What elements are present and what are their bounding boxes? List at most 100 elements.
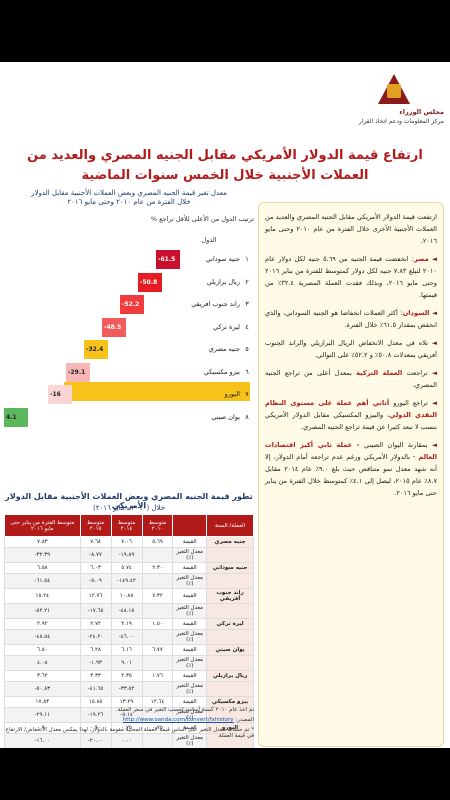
chart-bar-label-2: -50.8 [140, 278, 158, 286]
table-metric-cell: القيمة [172, 562, 208, 574]
chart-rank-number: ٢ [245, 277, 249, 286]
table-value-cell [141, 603, 174, 619]
table-metric-cell: معدل التغير (٪) [172, 547, 208, 563]
chart-bar-label-5: -32.4 [86, 346, 104, 353]
table-country-cell: راند جنوب أفريقي [206, 588, 254, 604]
table-metric-cell: القيمة [172, 588, 208, 604]
table-value-cell: ٤٨.١٥- [110, 603, 143, 619]
table-row: يوان صيني القيمة ٦.٧٧ ٦.١٦ ٦.٢٨ ٦.٥٠ [4, 644, 254, 656]
currency-table: العملة/ السنة متوسط ٢٠١٠ متوسط ٢٠١٤ متوسط ٢… [4, 514, 254, 748]
chart-category-label: جنيه مصري [208, 345, 240, 353]
table-value-cell: ٥.٧٤ [110, 562, 143, 574]
table-country-cell [206, 547, 254, 563]
table-value-cell: ٢.٣٥ [110, 670, 143, 682]
chart-title: معدل تغير قيمة الجنيه المصري وبعض العملا… [31, 189, 227, 197]
chart-country-header: الدول [201, 236, 217, 244]
title-line-1: ارتفاع قيمة الدولار الأمريكي مقابل الجني… [27, 148, 423, 163]
table-value-cell: ١٢.٧٦ [79, 588, 112, 604]
table-value-cell: ٦١.٥٤- [4, 573, 81, 589]
chart-bar-7: -16 [48, 385, 72, 404]
table-value-cell: ١٧.٨٣ [4, 696, 81, 708]
table-value-cell [141, 573, 174, 589]
table-row: معدل التغير (٪) ٤٦.٠٠- ٢٤.٢٠- ٤٨.٥٤- [4, 629, 254, 645]
table-value-cell: ١٦.٠٠- [4, 733, 81, 748]
chart-category-label: جنيه سوداني [205, 255, 240, 263]
table-country-cell: جنيه مصري [206, 536, 254, 548]
table-metric-cell: معدل التغير (٪) [172, 603, 208, 619]
table-value-cell: ٢.٩٢ [4, 618, 81, 630]
table-country-cell [206, 603, 254, 619]
table-row: معدل التغير (٪) ١٩.٨٩- ٨.٧٧- ٣٢.٣٩- [4, 547, 254, 563]
table-country-cell: بيزو مكسيكي [206, 696, 254, 708]
table-metric-cell: معدل التغير (٪) [172, 573, 208, 589]
chart-bar-label-1: -61.5 [158, 256, 176, 263]
table-row: جنيه مصري القيمة ٥.٦٩ ٧.٠٦ ٧.٦٨ ٧.٨٣ [4, 536, 254, 548]
table-metric-cell: القيمة [172, 536, 208, 548]
table-value-cell [141, 681, 174, 697]
chart-category-label: راند جنوب افريقي [191, 300, 240, 308]
table-row: راند جنوب أفريقي القيمة ٧.٣٢ ١٠.٨٥ ١٢.٧٦ ١٥.٢… [4, 588, 254, 604]
summary-brazil-sa: ◄ تلاه في معدل الانخفاض الريال البرازيلي… [265, 339, 437, 359]
left-panel: معدل تغير قيمة الجنيه المصري وبعض العملا… [4, 188, 254, 748]
table-row: ريال برازيلي القيمة ١.٧٦ ٢.٣٥ ٣.٣٣ ٣.٦٢ [4, 670, 254, 682]
chart-rank-number: ٧ [245, 390, 249, 398]
chart-bar-label-6: -29.1 [68, 368, 86, 376]
summary-euro: ◄ تراجع اليورو أثاني أهم عملة على مستوى … [265, 399, 437, 431]
table-row: معدل التغير (٪) ٤٨.١٥- ١٧.٦٥- ٥٢.٢١- [4, 603, 254, 619]
table-value-cell: ٢.١٩ [110, 618, 143, 630]
table-value-cell: ٧.٣٢ [141, 588, 174, 604]
summary-sudan: ◄ السودان: أكثر العملات انخفاضا هو الجني… [265, 309, 438, 329]
table-value-cell: ٦.٠٣ [79, 562, 112, 574]
chart-rank-number: ٨ [245, 412, 249, 421]
chart-bar-6: -29.1 [66, 362, 90, 382]
table-metric-cell: القيمة [172, 696, 208, 708]
table-metric-cell: معدل التغير (٪) [172, 655, 208, 671]
table-value-cell: ٨.٧٧- [79, 547, 112, 563]
table-value-cell: ٢.٧٢ [79, 618, 112, 630]
table-row: جنيه سوداني القيمة ٢.٣٠ ٥.٧٤ ٦.٠٣ ٦.٥٨ [4, 562, 254, 574]
table-value-cell: ١٤٩.٤٢- [110, 573, 143, 589]
table-country-cell [206, 573, 254, 589]
footnote-source: المصدر: http://www.oanda.com/convert/fxh… [4, 717, 254, 723]
chart-bar-1: -61.5 [156, 250, 180, 269]
table-header-cell [172, 514, 208, 537]
table-value-cell: ٧.٦٨ [79, 536, 112, 548]
table-value-cell: ٦.١٦ [110, 644, 143, 656]
table-value-cell: ٥٠.٨٣- [4, 681, 81, 697]
table-value-cell: ٠.٠٠ [110, 733, 143, 748]
table-value-cell: ٣.٣٣ [79, 670, 112, 682]
table-metric-cell: القيمة [172, 670, 208, 682]
table-header-cell: متوسط ٢٠١٥ [79, 514, 112, 537]
chart-category-label: اليورو [224, 390, 240, 398]
logo: مجلس الوزراء مركز المعلومات ودعم اتخاذ ا… [354, 74, 444, 132]
table-header-cell: متوسط ٢٠١٠ [141, 514, 174, 537]
table-value-cell: ٦.٥٠ [4, 644, 81, 656]
chart-category-label: ريال برازيلي [206, 277, 240, 286]
table-country-cell [206, 629, 254, 645]
table-value-cell: ٣٣.٥٢- [110, 681, 143, 697]
table-country-cell: جنيه سوداني [206, 562, 254, 574]
table-header-row: العملة/ السنة متوسط ٢٠١٠ متوسط ٢٠١٤ متوسط ٢… [4, 514, 254, 537]
table-value-cell: ٧.٨٣ [4, 536, 81, 548]
table-header-cell: متوسط الفترة من يناير حتى مايو ٢٠١٦ [4, 514, 81, 537]
summary-egypt: ◄ مصر: انخفضت قيمة الجنيه من ٥.٦٩ جنيه ل… [265, 255, 438, 299]
table-value-cell: ١٥.٢٤ [4, 588, 81, 604]
table-value-cell: ١.٥٠ [141, 618, 174, 630]
table-subtitle: خلال (٢٠١٠ - مايو ٢٠١٦) [92, 504, 166, 512]
table-metric-cell: القيمة [172, 618, 208, 630]
table-row: معدل التغير (٪) ١٤٩.٤٢- ٥.٠٩- ٦١.٥٤- [4, 573, 254, 589]
table-value-cell: ٦.٥٨ [4, 562, 81, 574]
summary-intro: ارتفعت قيمة الدولار الأمريكي مقابل الجني… [265, 213, 437, 245]
table-row: معدل التغير (٪) ٣٣.٥٢- ٤١.٦٥- ٥٠.٨٣- [4, 681, 254, 697]
footnote-method: * تم حساب معدل التغير على أساس قيمة العم… [5, 727, 254, 739]
chart-rank-number: ٣ [245, 300, 249, 308]
table-country-cell [206, 707, 254, 723]
chart-bar-label-7: -16 [50, 391, 61, 398]
table-metric-cell: معدل التغير (٪) [172, 733, 208, 748]
source-link[interactable]: http://www.oanda.com/convert/fxhistory [122, 717, 234, 723]
table-value-cell: ١٥.٨٥ [79, 696, 112, 708]
table-header-cell: العملة/ السنة [206, 514, 254, 537]
table-row: معدل التغير (٪) ٠.٠٠ ٢٠.٠٠- ١٦.٠٠- [4, 733, 254, 748]
table-value-cell: ٤١.٦٥- [79, 681, 112, 697]
table-value-cell: ٥.٠٩- [79, 573, 112, 589]
